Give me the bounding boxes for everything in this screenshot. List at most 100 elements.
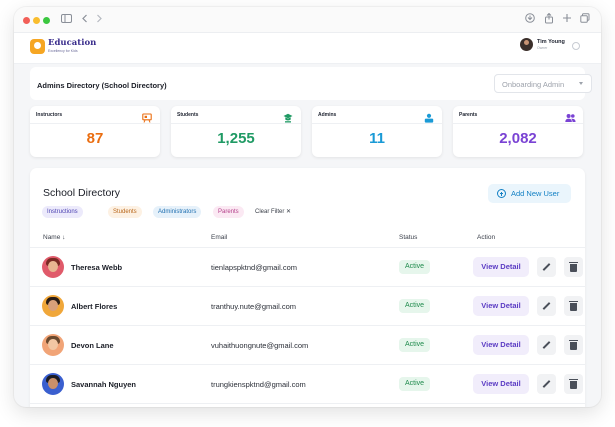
browser-toolbar [14, 7, 601, 33]
edit-button[interactable] [537, 257, 556, 277]
user-name-cell: Theresa Webb [71, 263, 123, 272]
edit-button[interactable] [537, 296, 556, 316]
delete-button[interactable] [564, 374, 583, 394]
plus-circle-icon [497, 189, 506, 198]
share-icon[interactable] [542, 12, 556, 27]
email-cell: vuhaithuongnute@gmail.com [211, 341, 309, 350]
new-tab-icon[interactable] [560, 13, 574, 27]
filter-chip-instructions[interactable]: Instructions [42, 206, 83, 218]
pencil-icon [542, 302, 551, 310]
forward-arrow-icon[interactable] [92, 13, 106, 27]
edit-button[interactable] [537, 374, 556, 394]
school-directory-card: School Directory Add New User Instructio… [30, 168, 585, 407]
edit-button[interactable] [537, 335, 556, 355]
close-window-button[interactable] [23, 17, 30, 24]
tab-overview-icon[interactable] [578, 13, 592, 27]
delete-button[interactable] [564, 335, 583, 355]
pencil-icon [542, 380, 551, 388]
browser-window: Education Excellency for Kids Tim Young … [14, 7, 601, 407]
stat-value: 2,082 [499, 130, 537, 147]
column-header-email: Email [211, 234, 228, 241]
filter-chip-administrators[interactable]: Administrators [153, 206, 202, 218]
status-badge: Active [399, 299, 431, 313]
logo-subtitle: Excellency for Kids [48, 49, 78, 53]
trash-icon [569, 340, 578, 350]
view-detail-button[interactable]: View Detail [473, 257, 529, 277]
email-cell: tienlapspktnd@gmail.com [211, 263, 297, 272]
stat-card-parents: Parents 2,082 [453, 106, 583, 157]
logo-icon[interactable] [30, 39, 45, 54]
divider [171, 123, 301, 124]
delete-button[interactable] [564, 296, 583, 316]
pencil-icon [542, 341, 551, 349]
column-header-name[interactable]: Name ↓ [43, 234, 66, 241]
divider [453, 123, 583, 124]
avatar [42, 373, 64, 395]
avatar [42, 295, 64, 317]
column-header-status: Status [399, 234, 418, 241]
stat-label: Parents [459, 112, 478, 118]
user-avatar[interactable] [520, 38, 533, 51]
add-new-user-button[interactable]: Add New User [488, 184, 571, 203]
page-title: Admins Directory (School Directory) [37, 81, 167, 90]
trash-icon [569, 301, 578, 311]
users-icon [565, 110, 576, 122]
download-icon[interactable] [523, 13, 537, 27]
status-badge: Active [399, 338, 431, 352]
user-name-cell: Devon Lane [71, 341, 114, 350]
sidebar-toggle-icon[interactable] [59, 13, 73, 27]
stat-label: Admins [318, 112, 337, 118]
delete-button[interactable] [564, 257, 583, 277]
table-row: Theresa Webb tienlapspktnd@gmail.com Act… [30, 248, 585, 287]
clear-filter-button[interactable]: Clear Filter ✕ [255, 209, 292, 215]
filter-chip-students[interactable]: Students [108, 206, 142, 218]
avatar [42, 256, 64, 278]
filter-chip-parents[interactable]: Parents [213, 206, 244, 218]
divider [30, 123, 160, 124]
stat-value: 11 [369, 130, 385, 147]
table-row: Albert Flores tranthuy.nute@gmail.com Ac… [30, 287, 585, 326]
add-new-user-label: Add New User [511, 189, 560, 198]
view-detail-button[interactable]: View Detail [473, 296, 529, 316]
user-name-cell: Savannah Nguyen [71, 380, 137, 389]
table-row: Savannah Nguyen trungkienspktnd@gmail.co… [30, 365, 585, 404]
stat-value: 87 [86, 130, 104, 147]
stat-value: 1,255 [217, 130, 255, 147]
email-cell: trungkienspktnd@gmail.com [211, 380, 306, 389]
directory-title: School Directory [43, 187, 121, 199]
chevron-down-icon [579, 82, 583, 85]
maximize-window-button[interactable] [43, 17, 50, 24]
logo-title[interactable]: Education [48, 38, 97, 48]
column-header-action: Action [477, 234, 496, 241]
pencil-icon [542, 263, 551, 271]
avatar [42, 334, 64, 356]
stat-card-students: Students 1,255 [171, 106, 301, 157]
user-name[interactable]: Tim Young [537, 39, 565, 45]
user-name-cell: Albert Flores [71, 302, 118, 311]
person-badge-icon [424, 110, 434, 123]
table-header: Name ↓ Email Status Action [30, 227, 585, 248]
stat-label: Students [177, 112, 199, 118]
role-select[interactable]: Onboarding Admin [494, 74, 592, 93]
table-row: Devon Lane vuhaithuongnute@gmail.com Act… [30, 326, 585, 365]
trash-icon [569, 379, 578, 389]
user-role: Owner [537, 46, 548, 50]
role-select-value: Onboarding Admin [502, 80, 565, 89]
divider [312, 123, 442, 124]
app-header: Education Excellency for Kids Tim Young … [14, 33, 601, 64]
status-badge: Active [399, 377, 431, 391]
table-row [30, 404, 585, 407]
graduation-cap-icon [283, 110, 293, 123]
page-header-card: Admins Directory (School Directory) Onbo… [30, 67, 592, 100]
minimize-window-button[interactable] [33, 17, 40, 24]
view-detail-button[interactable]: View Detail [473, 374, 529, 394]
presentation-icon [142, 110, 152, 123]
view-detail-button[interactable]: View Detail [473, 335, 529, 355]
stat-label: Instructors [36, 112, 63, 118]
trash-icon [569, 262, 578, 272]
stat-card-instructors: Instructors 87 [30, 106, 160, 157]
stat-card-admins: Admins 11 [312, 106, 442, 157]
back-arrow-icon[interactable] [78, 13, 92, 27]
user-menu-chevron-icon[interactable] [572, 42, 580, 50]
email-cell: tranthuy.nute@gmail.com [211, 302, 297, 311]
